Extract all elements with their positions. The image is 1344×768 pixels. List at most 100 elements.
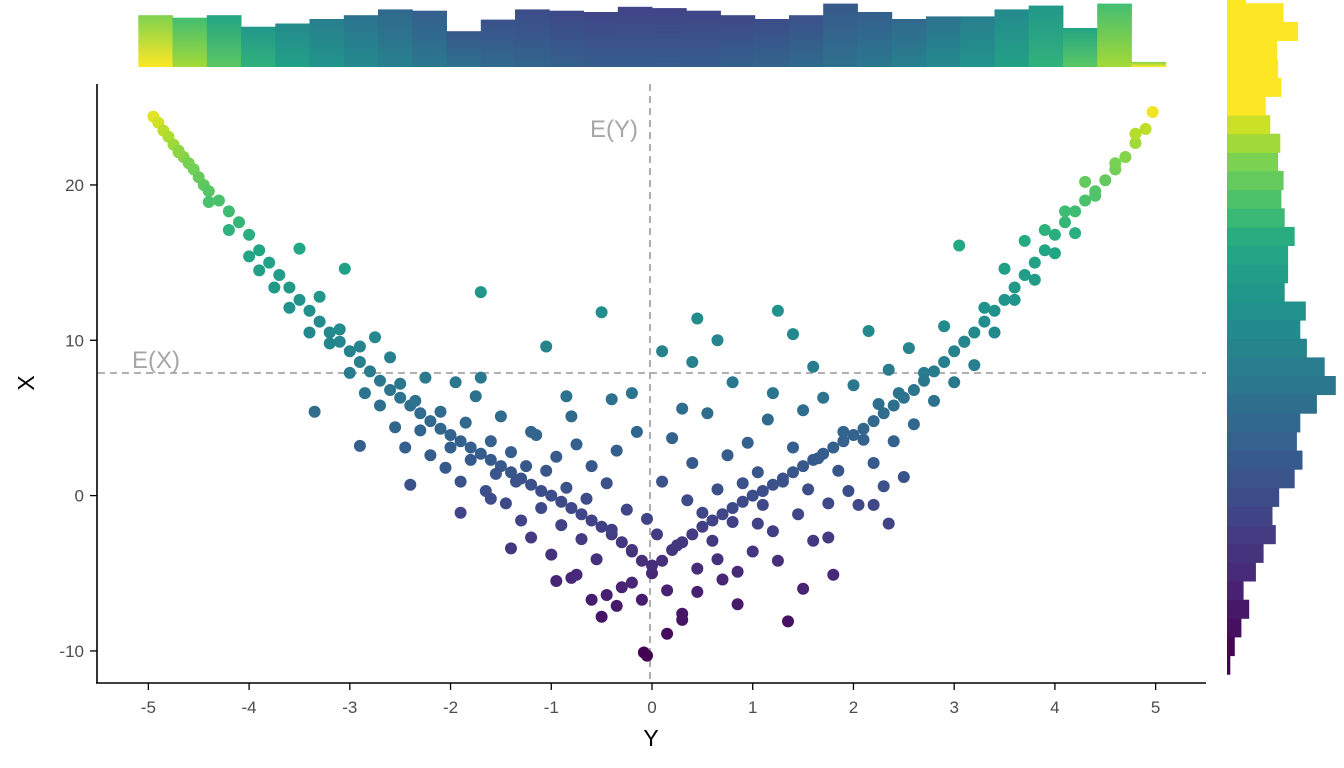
scatter-point [454,475,467,488]
scatter-point [444,441,457,454]
scatter-point [731,565,744,578]
scatter-point [706,514,719,527]
scatter-point [333,335,346,348]
scatter-point [827,441,840,454]
scatter-point [268,281,281,294]
right-histogram-bar [1227,115,1271,135]
top-histogram-bar [720,15,756,67]
scatter-point [323,337,336,350]
scatter-point [766,387,779,400]
y-tick-label: -10 [59,642,84,661]
scatter-point [293,293,306,306]
scatter-point [857,422,870,435]
scatter-point [454,506,467,519]
scatter-point [872,398,885,410]
scatter-point [716,573,729,586]
right-histogram-bar [1227,320,1301,340]
scatter-point [988,326,1001,339]
right-histogram-bar [1227,133,1281,153]
scatter-point [540,340,553,353]
scatter-point [510,475,522,488]
scatter-point [686,457,699,469]
x-tick-label: -2 [443,698,458,717]
right-histogram-bar [1227,394,1317,414]
scatter-point [545,548,558,561]
scatter-point [515,514,528,527]
scatter-point [1059,216,1071,229]
top-histogram-bar [343,15,379,67]
scatter-point [565,502,578,514]
right-histogram-bar [1227,506,1273,526]
scatter-point [323,326,336,339]
scatter-point [625,576,638,589]
scatter-point [474,447,487,460]
scatter-point [787,328,799,341]
scatter-point [676,402,689,415]
scatter-point [434,422,447,435]
right-histogram-bar [1227,655,1231,675]
right-histogram-bar [1227,3,1284,23]
scatter-point [253,244,266,257]
scatter-point [787,466,799,479]
x-tick-label: 1 [748,698,757,717]
scatter-point [691,312,704,325]
scatter-point [1038,244,1051,257]
top-histogram-bar [1131,61,1167,67]
scatter-point [484,492,497,505]
scatter-point [595,610,608,623]
expected-x-label: E(X) [132,347,180,374]
scatter-point [394,377,407,390]
scatter-point [877,480,890,493]
scatter-point [907,384,920,396]
top-histogram-bar [515,9,550,67]
scatter-point [419,371,432,384]
scatter-point [1038,224,1051,236]
scatter-point [449,376,462,389]
scatter-point [212,194,225,207]
top-histogram-bar [172,17,208,67]
scatter-point [892,387,905,400]
x-axis-ticks: -5 -4 -3 -2 -1 0 1 2 3 4 5 [141,683,1160,717]
scatter-point [394,391,407,404]
top-marginal-histogram [138,3,1167,68]
top-histogram-bar [480,19,516,68]
top-histogram-bar [138,15,173,67]
scatter-point [358,387,371,400]
right-histogram-bar [1227,618,1242,638]
scatter-point [384,351,397,364]
scatter-point [776,475,789,488]
scatter-point [313,290,326,303]
right-histogram-bar [1227,59,1279,79]
scatter-point [222,224,235,236]
scatter-point [998,262,1011,275]
scatter-point [560,390,573,403]
scatter-point [656,554,669,567]
top-histogram-bar [857,12,893,67]
scatter-point [887,399,900,412]
x-tick-label: 0 [647,698,656,717]
scatter-point [978,315,991,328]
x-tick-label: -1 [544,698,559,717]
scatter-point [646,559,658,572]
scatter-point [797,460,810,473]
scatter-point [958,335,971,348]
scatter-point [651,528,663,541]
y-tick-label: 10 [65,331,84,350]
top-histogram-bar [378,9,413,67]
top-histogram-bar [412,10,447,67]
scatter-point [842,485,855,497]
right-histogram-bar [1227,189,1282,209]
right-histogram-bar [1227,245,1289,265]
x-tick-label: -5 [141,698,156,717]
y-axis-title: X [13,375,39,390]
right-histogram-bar [1227,338,1307,358]
top-histogram-bar [823,3,858,68]
scatter-point [887,435,900,448]
scatter-point [701,407,714,420]
scatter-point [948,376,961,389]
scatter-point [459,416,472,429]
scatter-point [666,432,679,445]
scatter-point [766,478,779,491]
scatter-point [837,435,850,448]
x-tick-label: 5 [1151,698,1160,717]
